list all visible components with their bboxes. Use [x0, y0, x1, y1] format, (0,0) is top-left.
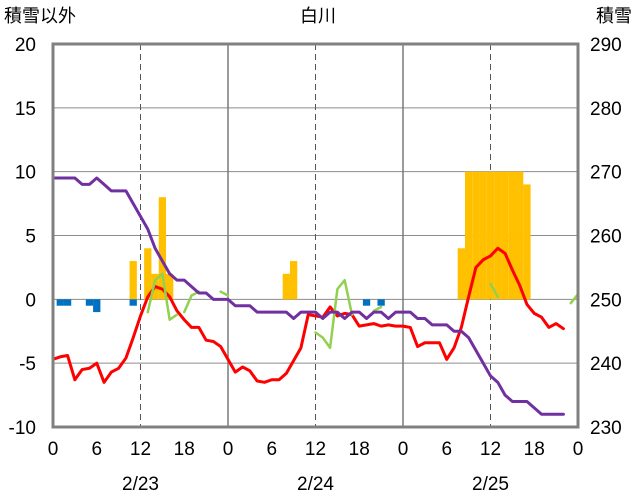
- date-label: 2/23: [122, 474, 159, 495]
- bar: [166, 273, 174, 300]
- bar: [501, 171, 509, 300]
- series-line: [51, 246, 565, 384]
- bar: [508, 171, 517, 300]
- right-tick-label: 250: [590, 290, 622, 311]
- x-tick-label: 12: [130, 439, 151, 460]
- date-label: 2/24: [297, 474, 334, 495]
- left-axis-ticks: 20 15 10 5 0 -5 -10: [9, 35, 36, 439]
- left-tick-label: -10: [9, 418, 36, 439]
- bar: [282, 273, 290, 300]
- bar: [56, 299, 64, 306]
- bar: [377, 299, 385, 306]
- left-tick-label: 5: [25, 227, 36, 248]
- series-line: [51, 176, 565, 416]
- x-tick-label: 18: [349, 439, 370, 460]
- x-tick-label: 6: [91, 439, 102, 460]
- bar: [63, 299, 72, 306]
- x-tick-label: 0: [48, 439, 59, 460]
- chart-title: 白川: [300, 6, 336, 26]
- bar: [486, 171, 495, 300]
- series-line: [146, 272, 179, 322]
- x-tick-label: 6: [266, 439, 277, 460]
- right-tick-label: 270: [590, 163, 622, 184]
- series-line: [314, 278, 354, 350]
- x-tick-label: 12: [305, 439, 326, 460]
- x-tick-label: 0: [398, 439, 409, 460]
- line-layer: [51, 176, 580, 416]
- date-label: 2/25: [472, 474, 509, 495]
- bar: [362, 299, 371, 306]
- left-tick-label: -5: [19, 354, 36, 375]
- right-tick-label: 240: [590, 354, 622, 375]
- bar: [516, 171, 524, 300]
- right-axis-ticks: 290 280 270 260 250 240 230: [590, 35, 622, 439]
- series-line: [372, 305, 383, 313]
- right-tick-label: 290: [590, 35, 622, 56]
- bar: [85, 299, 94, 306]
- grid-layer: [53, 44, 578, 427]
- bar: [457, 248, 465, 300]
- bar: [158, 197, 167, 300]
- bar-layer: [56, 171, 531, 313]
- date-labels: 2/23 2/24 2/25: [122, 474, 509, 495]
- bar: [129, 261, 137, 300]
- x-tick-label: 18: [174, 439, 195, 460]
- bar: [523, 184, 531, 300]
- bar: [129, 299, 137, 306]
- x-tick-label: 0: [223, 439, 234, 460]
- x-tick-label: 0: [573, 439, 584, 460]
- series-line: [183, 290, 201, 314]
- bar: [494, 171, 502, 300]
- x-tick-label: 18: [524, 439, 545, 460]
- left-axis-label: 積雪以外: [4, 6, 76, 26]
- bar: [144, 248, 152, 300]
- bar: [472, 171, 480, 300]
- bar: [464, 171, 473, 300]
- right-axis-label: 積雪: [596, 6, 632, 26]
- left-tick-label: 0: [25, 290, 36, 311]
- left-tick-label: 10: [15, 163, 36, 184]
- right-tick-label: 260: [590, 227, 622, 248]
- plot-frame: [51, 42, 580, 429]
- right-tick-label: 230: [590, 418, 622, 439]
- x-tick-label: 12: [480, 439, 501, 460]
- left-tick-label: 20: [15, 35, 36, 56]
- x-tick-label: 6: [441, 439, 452, 460]
- left-tick-label: 15: [15, 99, 36, 120]
- bar: [479, 171, 487, 300]
- bar: [289, 261, 298, 300]
- series-line: [489, 282, 500, 299]
- x-axis-ticks: 0 6 12 18 0 6 12 18 0 6 12 18 0: [48, 439, 584, 460]
- right-tick-label: 280: [590, 99, 622, 120]
- bar: [93, 299, 101, 313]
- series-line: [219, 290, 230, 297]
